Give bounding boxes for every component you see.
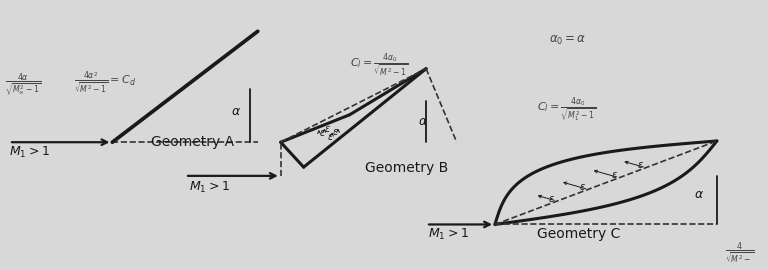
- Text: $\epsilon$: $\epsilon$: [332, 127, 339, 137]
- Text: $\alpha_0 = \alpha$: $\alpha_0 = \alpha$: [548, 34, 586, 47]
- Text: $\frac{4\alpha^2}{\sqrt{M^2 - 1}} = C_d$: $\frac{4\alpha^2}{\sqrt{M^2 - 1}} = C_d$: [74, 71, 136, 96]
- Text: $\epsilon$: $\epsilon$: [637, 160, 644, 170]
- Text: $M_1 > 1$: $M_1 > 1$: [428, 227, 468, 242]
- Text: $\epsilon$: $\epsilon$: [319, 129, 326, 139]
- Text: $\epsilon$: $\epsilon$: [324, 123, 331, 133]
- Text: $C_l = \frac{4\alpha_0}{\sqrt{M^2 - 1}}$: $C_l = \frac{4\alpha_0}{\sqrt{M^2 - 1}}$: [349, 51, 408, 79]
- Text: $\frac{4}{\sqrt{M^2-}}$: $\frac{4}{\sqrt{M^2-}}$: [724, 241, 754, 267]
- Text: $\epsilon$: $\epsilon$: [611, 170, 617, 180]
- Text: $M_1 > 1$: $M_1 > 1$: [189, 180, 230, 195]
- Text: $\epsilon$: $\epsilon$: [580, 182, 587, 192]
- Text: $M_1 > 1$: $M_1 > 1$: [9, 145, 50, 160]
- Text: $\alpha$: $\alpha$: [231, 104, 241, 117]
- Text: $C_l = \frac{4\alpha_0}{\sqrt{M_1^2 - 1}}$: $C_l = \frac{4\alpha_0}{\sqrt{M_1^2 - 1}…: [537, 96, 597, 124]
- Text: $\alpha$: $\alpha$: [694, 188, 704, 201]
- Text: Geometry A: Geometry A: [151, 135, 233, 149]
- Text: $\epsilon$: $\epsilon$: [548, 194, 555, 204]
- Text: Geometry B: Geometry B: [365, 161, 448, 176]
- Text: $\alpha$: $\alpha$: [419, 114, 429, 127]
- Text: $\epsilon$: $\epsilon$: [326, 132, 333, 142]
- Text: Geometry C: Geometry C: [537, 227, 621, 241]
- Text: $\frac{4\alpha}{\sqrt{M_\infty^2 - 1}}$: $\frac{4\alpha}{\sqrt{M_\infty^2 - 1}}$: [5, 71, 41, 98]
